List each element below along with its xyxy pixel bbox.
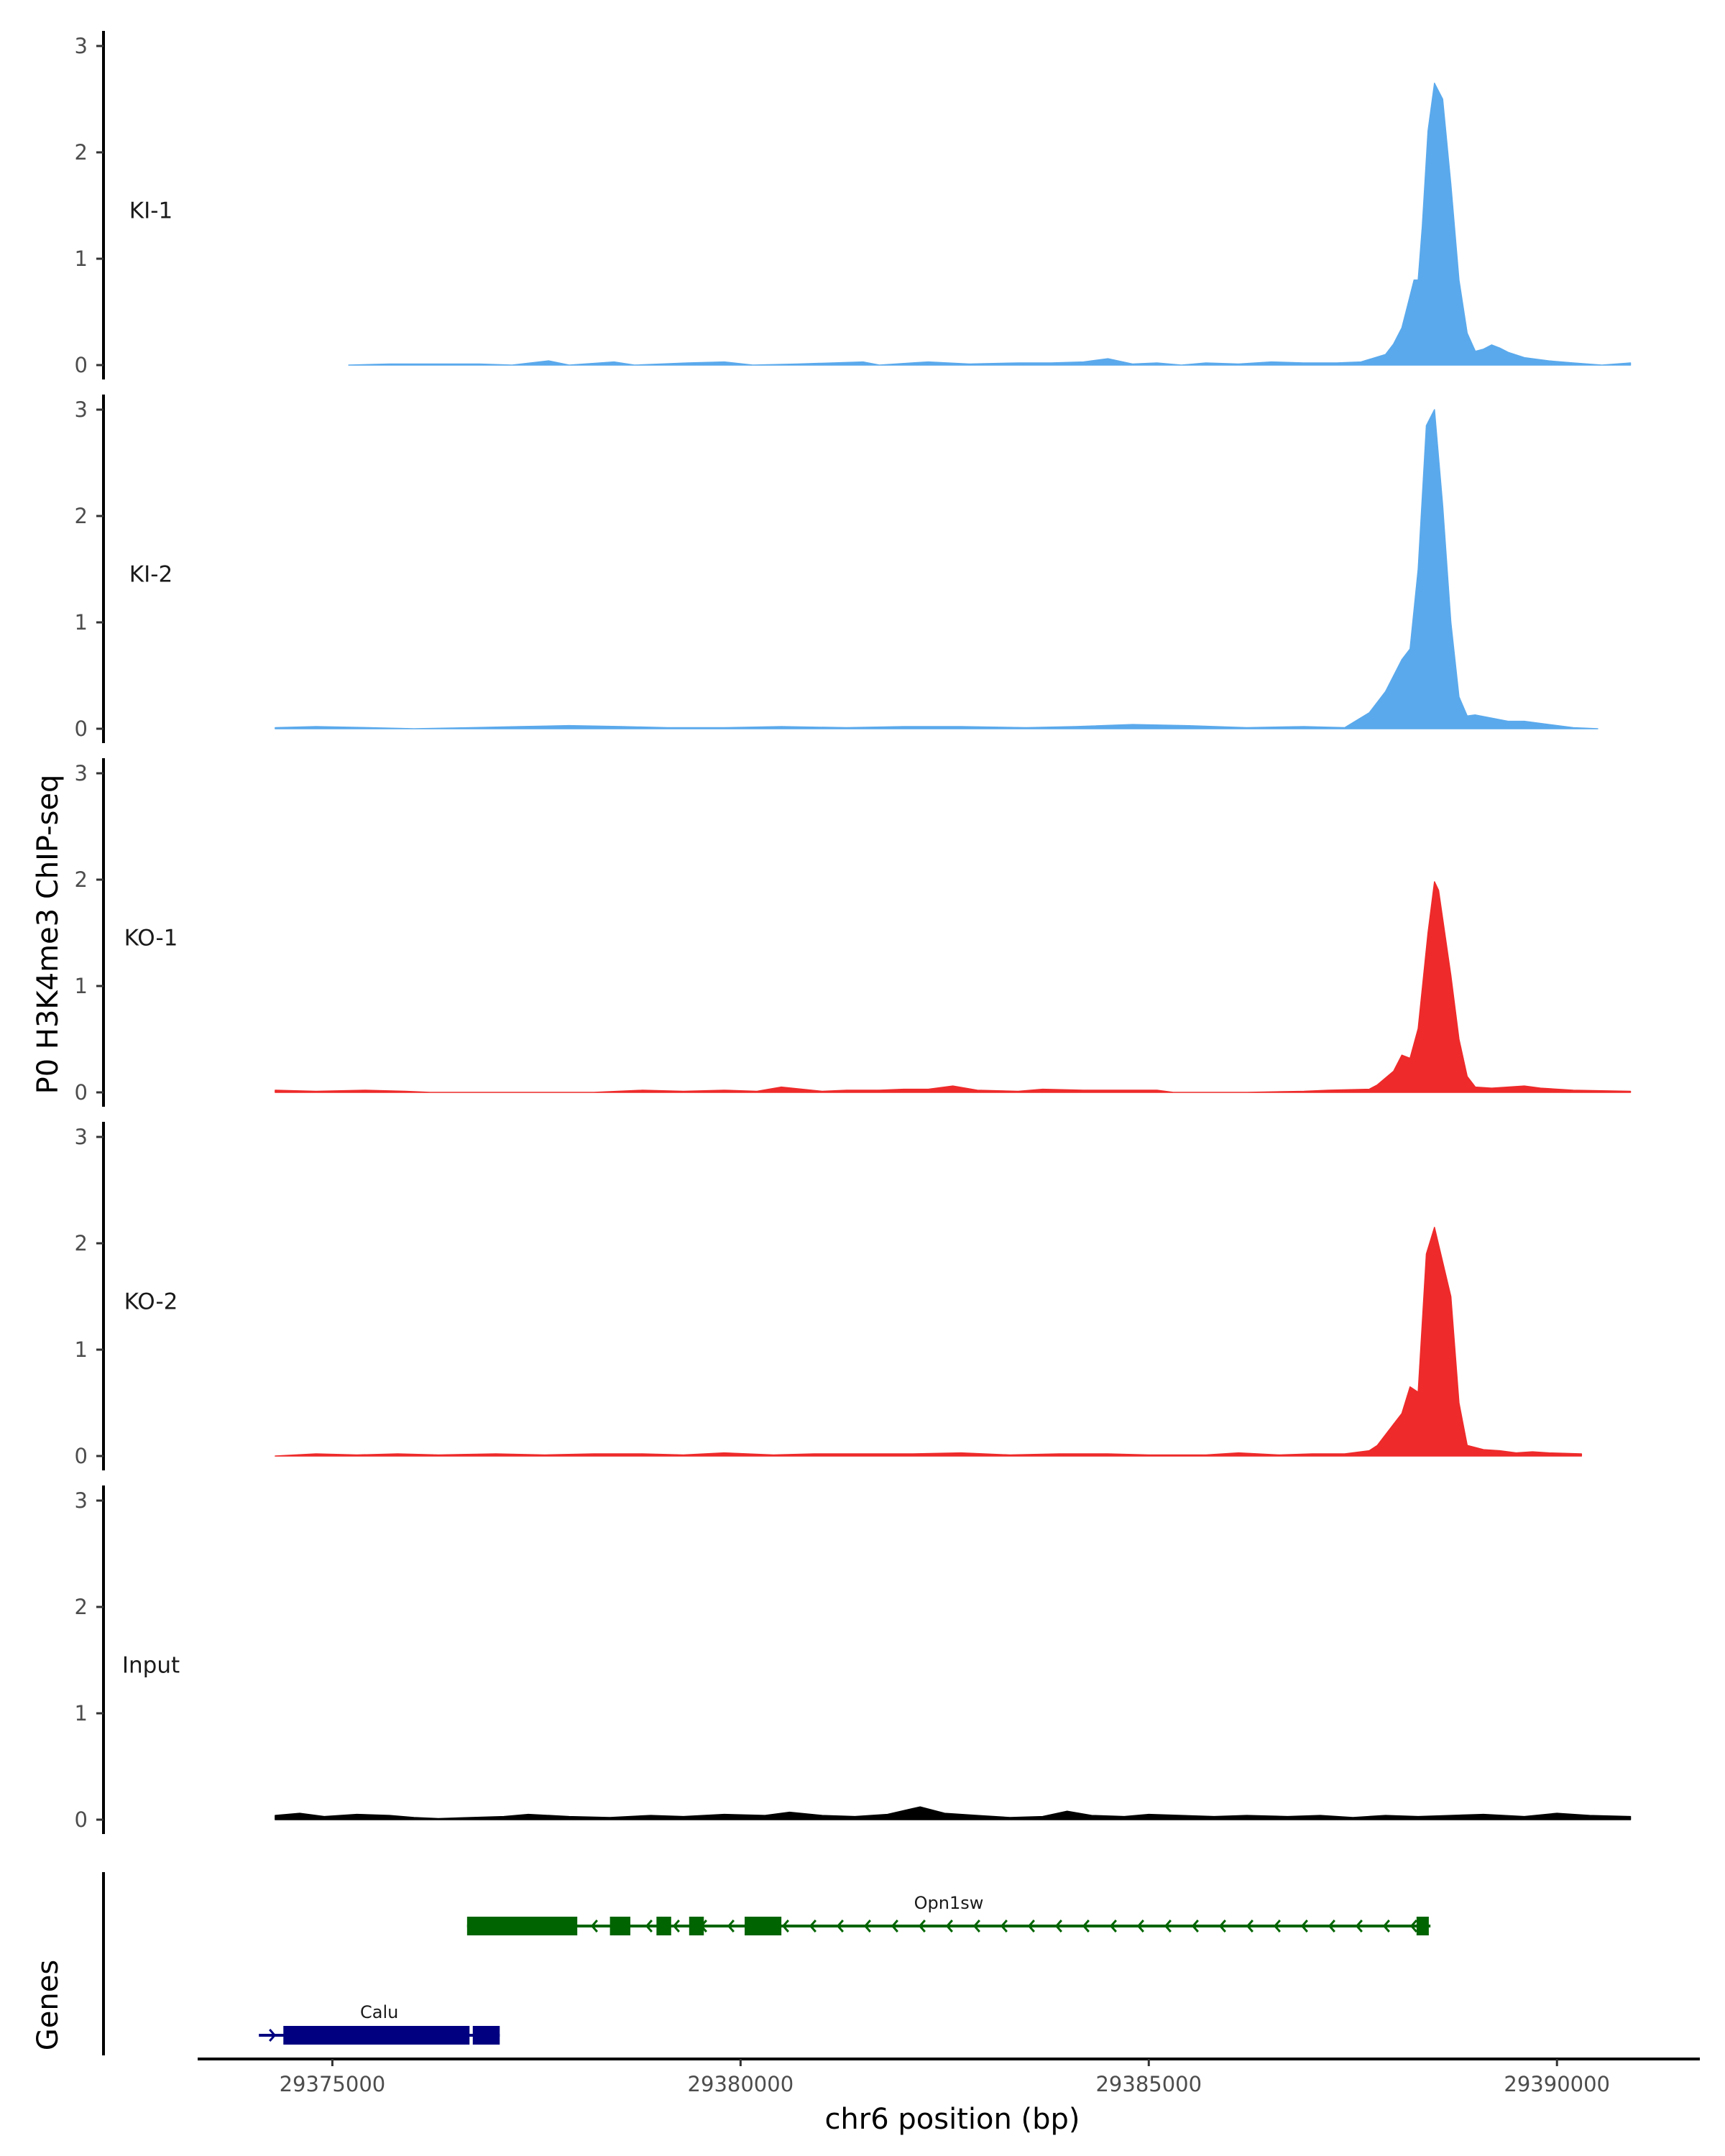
strand-arrow bbox=[1218, 1920, 1226, 1932]
gene-exon bbox=[283, 2026, 470, 2045]
gene-exon bbox=[1416, 1917, 1429, 1935]
strand-arrow bbox=[809, 1920, 816, 1932]
strand-arrow bbox=[590, 1920, 598, 1932]
strand-arrow bbox=[1136, 1920, 1144, 1932]
x-axis-title: chr6 position (bp) bbox=[824, 2103, 1080, 2136]
y-tick-label: 3 bbox=[75, 34, 88, 58]
y-tick-label: 3 bbox=[75, 1488, 88, 1513]
gene-label: Calu bbox=[360, 2002, 398, 2022]
y-tick-label: 1 bbox=[75, 974, 88, 998]
signal-area bbox=[275, 409, 1598, 729]
gene-label: Opn1sw bbox=[914, 1893, 984, 1913]
coverage-tracks: 0 1 2 3 KI-1 0 1 2 3 KI-2 0 1 2 3 KO-1 0 1 2 3 KO-2 0 1 2 3 Inpu… bbox=[75, 31, 1632, 1834]
y-tick-label: 0 bbox=[75, 717, 88, 741]
strand-arrow bbox=[1109, 1920, 1117, 1932]
strand-arrow bbox=[1328, 1920, 1335, 1932]
strand-arrow bbox=[1409, 1920, 1417, 1932]
y-tick-label: 2 bbox=[75, 504, 88, 528]
y-tick-label: 0 bbox=[75, 353, 88, 377]
gene-exon bbox=[466, 1917, 578, 1935]
strand-arrow bbox=[891, 1920, 898, 1932]
y-tick-label: 3 bbox=[75, 397, 88, 422]
y-tick-label: 2 bbox=[75, 1595, 88, 1619]
signal-area bbox=[348, 83, 1632, 366]
track-ko-1: 0 1 2 3 KO-1 bbox=[75, 758, 1632, 1107]
track-label: KI-1 bbox=[129, 198, 172, 224]
x-axis: 29375000 29380000 29385000 29390000 bbox=[198, 2058, 1700, 2096]
strand-arrow bbox=[1164, 1920, 1172, 1932]
strand-arrow bbox=[645, 1920, 653, 1932]
signal-area bbox=[275, 1806, 1632, 1820]
y-tick-label: 0 bbox=[75, 1807, 88, 1832]
x-tick-label: 29375000 bbox=[280, 2072, 386, 2096]
track-label: Input bbox=[122, 1652, 180, 1678]
track-label: KO-2 bbox=[124, 1289, 178, 1314]
strand-arrow bbox=[918, 1920, 926, 1932]
y-tick-label: 1 bbox=[75, 1337, 88, 1362]
gene-exon bbox=[745, 1917, 782, 1935]
y-tick-label: 3 bbox=[75, 761, 88, 786]
strand-arrow bbox=[1382, 1920, 1390, 1932]
x-tick-label: 29385000 bbox=[1095, 2072, 1202, 2096]
x-tick-label: 29390000 bbox=[1504, 2072, 1610, 2096]
track-ki-2: 0 1 2 3 KI-2 bbox=[75, 395, 1598, 743]
y-tick-label: 2 bbox=[75, 867, 88, 892]
y-tick-label: 1 bbox=[75, 1701, 88, 1726]
gene-opn1sw: Opn1sw bbox=[466, 1893, 1431, 1935]
gene-exon bbox=[656, 1917, 671, 1935]
strand-arrow bbox=[1082, 1920, 1090, 1932]
strand-arrow bbox=[1191, 1920, 1199, 1932]
x-tick-label: 29380000 bbox=[688, 2072, 794, 2096]
y-tick-label: 3 bbox=[75, 1125, 88, 1149]
strand-arrow bbox=[1273, 1920, 1281, 1932]
y-tick-label: 0 bbox=[75, 1080, 88, 1105]
strand-arrow bbox=[1300, 1920, 1308, 1932]
strand-arrow bbox=[863, 1920, 871, 1932]
track-ki-1: 0 1 2 3 KI-1 bbox=[75, 31, 1632, 379]
strand-arrow bbox=[972, 1920, 980, 1932]
signal-area bbox=[275, 1227, 1583, 1457]
strand-arrow bbox=[1246, 1920, 1254, 1932]
y-tick-label: 0 bbox=[75, 1444, 88, 1468]
track-label: KI-2 bbox=[129, 561, 172, 587]
strand-arrow bbox=[727, 1920, 735, 1932]
strand-arrow bbox=[945, 1920, 953, 1932]
gene-exon bbox=[472, 2026, 500, 2045]
strand-arrow bbox=[269, 2029, 277, 2042]
gene-exon bbox=[689, 1917, 704, 1935]
gene-calu: Calu bbox=[259, 2002, 500, 2045]
signal-area bbox=[275, 881, 1632, 1093]
strand-arrow bbox=[781, 1920, 789, 1932]
track-ko-2: 0 1 2 3 KO-2 bbox=[75, 1122, 1583, 1470]
y-tick-label: 1 bbox=[75, 247, 88, 271]
track-input: 0 1 2 3 Input bbox=[75, 1485, 1632, 1834]
strand-arrow bbox=[1355, 1920, 1363, 1932]
genes-track-title: Genes bbox=[32, 1960, 65, 2050]
strand-arrow bbox=[836, 1920, 844, 1932]
gene-annotation-track: Opn1sw Calu bbox=[102, 1872, 1431, 2055]
strand-arrow bbox=[1054, 1920, 1062, 1932]
gene-exon bbox=[610, 1917, 631, 1935]
y-axis-title: P0 H3K4me3 ChIP-seq bbox=[32, 775, 65, 1095]
strand-arrow bbox=[1027, 1920, 1035, 1932]
track-label: KO-1 bbox=[124, 925, 178, 951]
y-tick-label: 1 bbox=[75, 610, 88, 635]
strand-arrow bbox=[672, 1920, 680, 1932]
y-tick-label: 2 bbox=[75, 1231, 88, 1256]
strand-arrow bbox=[1000, 1920, 1008, 1932]
y-tick-label: 2 bbox=[75, 140, 88, 165]
